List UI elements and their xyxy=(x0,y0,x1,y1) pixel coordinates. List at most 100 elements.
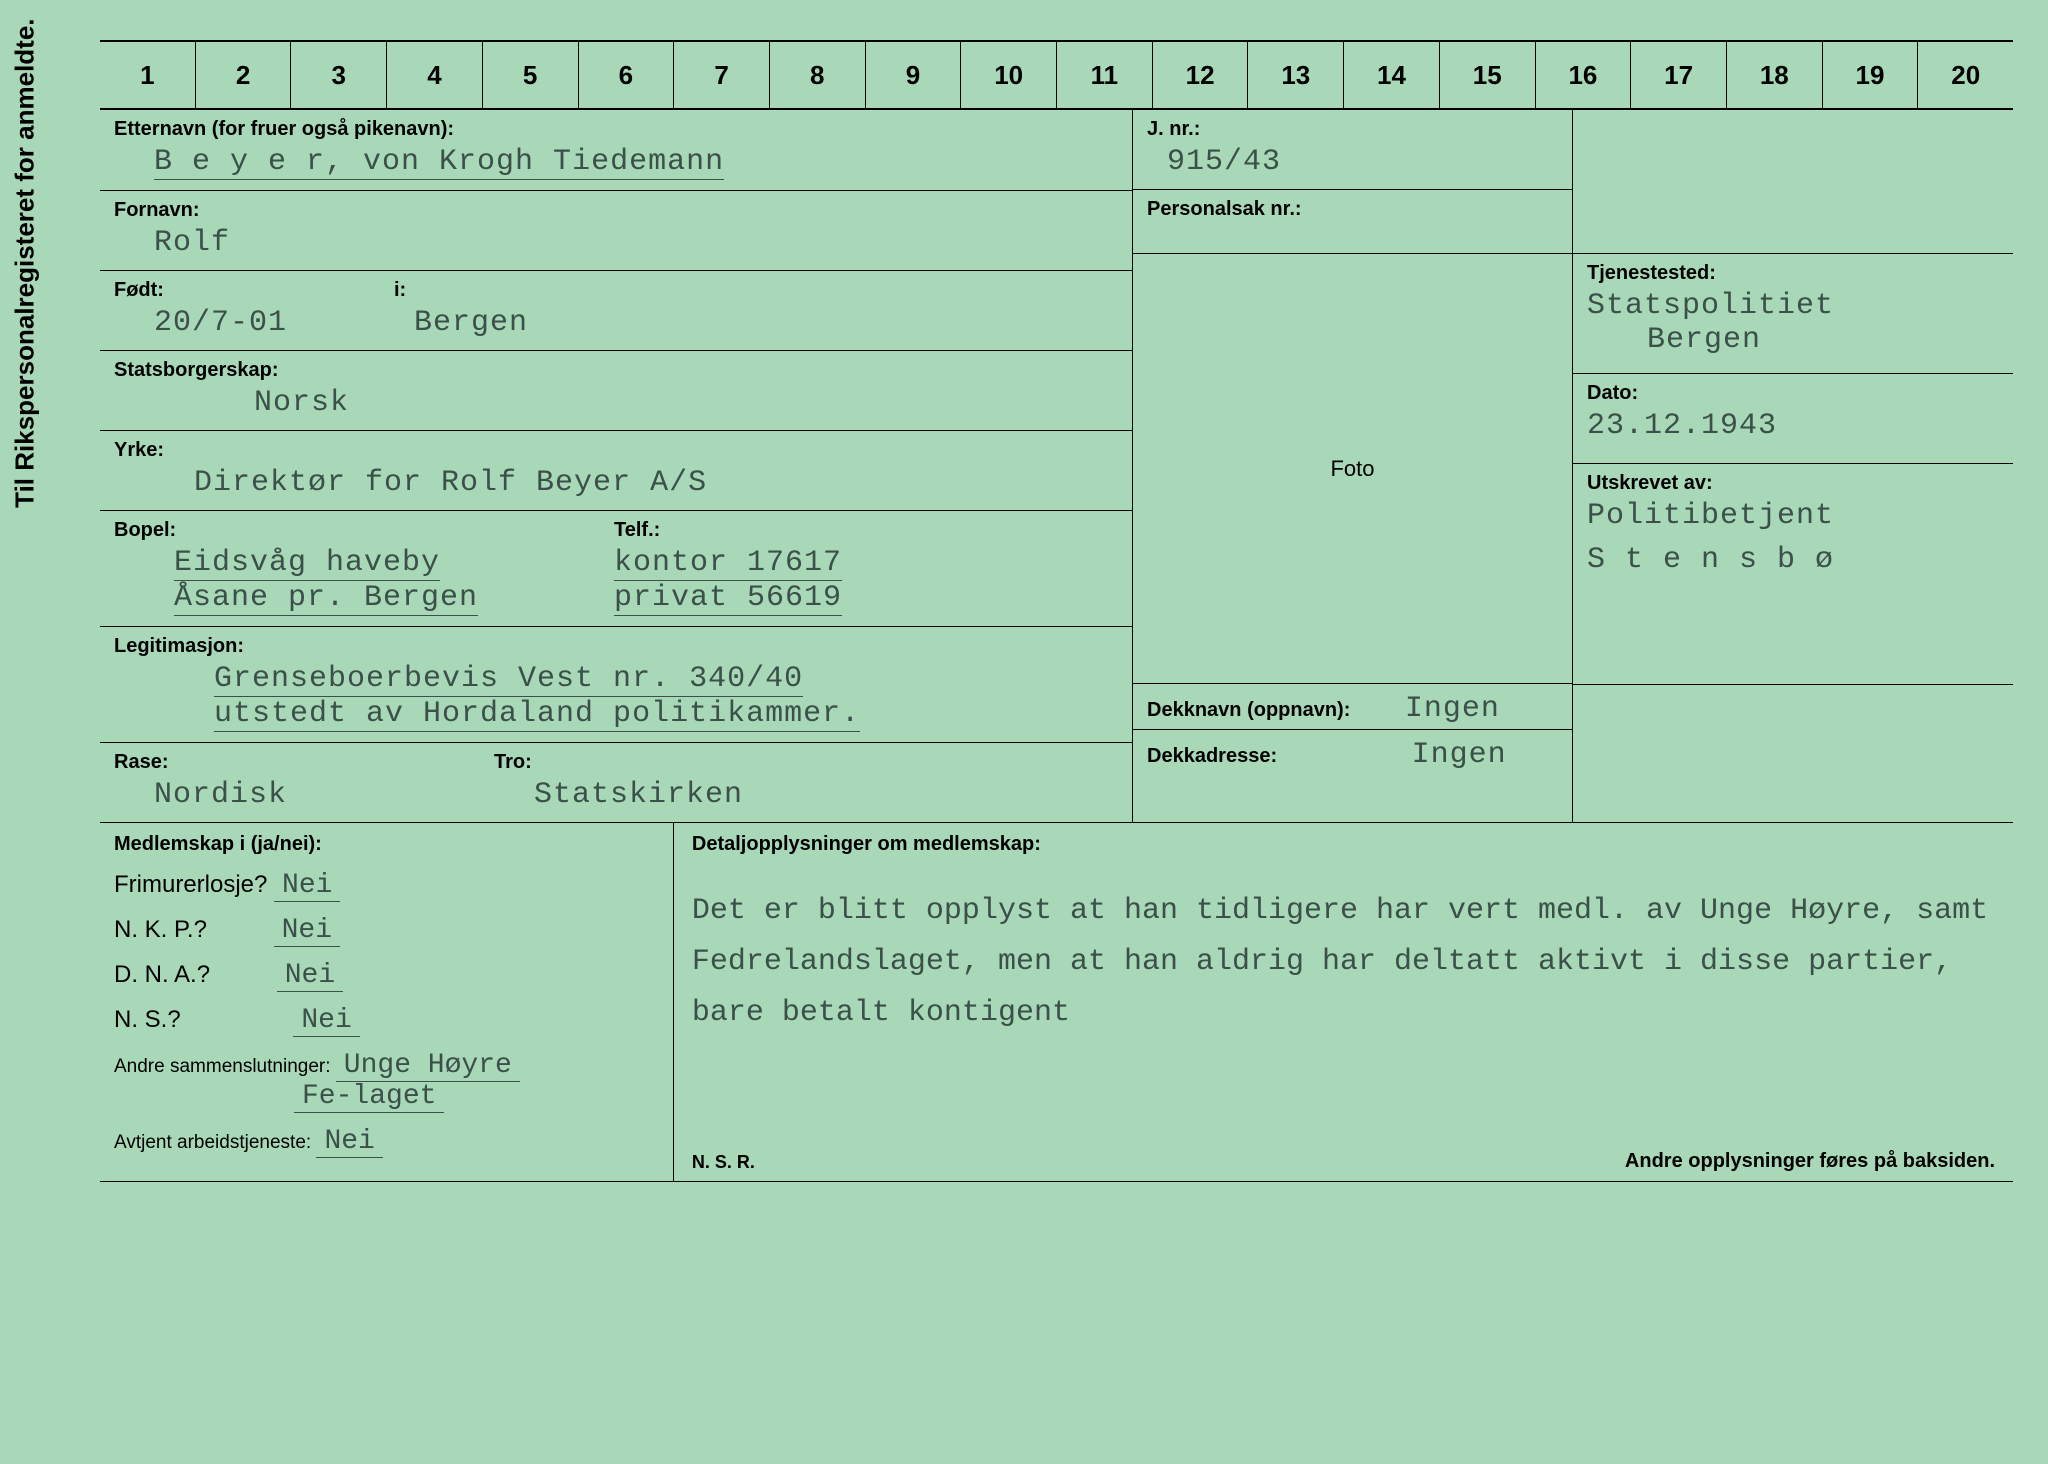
blank-top xyxy=(1573,110,2013,254)
bopel-line2: Åsane pr. Bergen xyxy=(174,581,478,616)
rase-value: Nordisk xyxy=(154,778,287,812)
jnr-label: J. nr.: xyxy=(1147,118,1558,141)
footer-note: Andre opplysninger føres på baksiden. xyxy=(1625,1150,1995,1173)
num-cell: 14 xyxy=(1344,42,1440,108)
number-header-row: 1 2 3 4 5 6 7 8 9 10 11 12 13 14 15 16 1… xyxy=(100,40,2013,110)
personalsak-label: Personalsak nr.: xyxy=(1147,198,1558,221)
telf-label: Telf.: xyxy=(614,519,842,542)
blank-bottom xyxy=(1573,684,2013,770)
avtjent-item: Avtjent arbeidstjeneste: Nei xyxy=(114,1126,659,1157)
num-cell: 19 xyxy=(1823,42,1919,108)
num-cell: 10 xyxy=(961,42,1057,108)
fodt-i-value: Bergen xyxy=(414,306,528,340)
tjenestested-label: Tjenestested: xyxy=(1587,262,1999,285)
telf-line1: kontor 17617 xyxy=(614,546,842,581)
andre-value1: Unge Høyre xyxy=(336,1050,520,1082)
etternavn-field: Etternavn (for fruer også pikenavn): B e… xyxy=(100,110,1132,191)
statsborgerskap-field: Statsborgerskap: Norsk xyxy=(100,351,1132,431)
legitimasjon-line2: utstedt av Hordaland politikammer. xyxy=(214,697,860,732)
ns-item: N. S.? Nei xyxy=(114,1005,659,1036)
tro-label: Tro: xyxy=(494,751,743,774)
frimurer-value: Nei xyxy=(274,870,340,902)
form-body: Etternavn (for fruer også pikenavn): B e… xyxy=(100,110,2013,823)
bopel-line1: Eidsvåg haveby xyxy=(174,546,440,581)
num-cell: 9 xyxy=(866,42,962,108)
dekknavn-value: Ingen xyxy=(1405,692,1500,726)
andre-label: Andre sammenslutninger: xyxy=(114,1056,331,1077)
avtjent-value: Nei xyxy=(316,1126,382,1158)
num-cell: 12 xyxy=(1153,42,1249,108)
fodt-field: Født: 20/7-01 i: Bergen xyxy=(100,271,1132,351)
yrke-value: Direktør for Rolf Beyer A/S xyxy=(194,466,707,500)
legitimasjon-line1: Grenseboerbevis Vest nr. 340/40 xyxy=(214,662,803,697)
dekkadresse-label: Dekkadresse: xyxy=(1147,745,1277,767)
utskrevet-label: Utskrevet av: xyxy=(1587,472,1999,495)
num-cell: 3 xyxy=(291,42,387,108)
side-label: Til Rikspersonalregisteret for anmeldte. xyxy=(10,18,41,507)
foto-box: Foto xyxy=(1133,254,1572,684)
statsborgerskap-value: Norsk xyxy=(254,386,349,420)
mid-column: J. nr.: 915/43 Personalsak nr.: Foto Dek… xyxy=(1133,110,1573,822)
statsborgerskap-label: Statsborgerskap: xyxy=(114,359,1118,382)
nkp-value: Nei xyxy=(274,915,340,947)
etternavn-label: Etternavn (for fruer også pikenavn): xyxy=(114,118,1118,141)
tjenestested-value2: Bergen xyxy=(1647,323,1999,357)
num-cell: 5 xyxy=(483,42,579,108)
num-cell: 11 xyxy=(1057,42,1153,108)
dato-field: Dato: 23.12.1943 xyxy=(1573,374,2013,464)
ns-label: N. S.? xyxy=(114,1006,181,1033)
num-cell: 15 xyxy=(1440,42,1536,108)
utskrevet-value1: Politibetjent xyxy=(1587,499,1999,533)
num-cell: 6 xyxy=(579,42,675,108)
num-cell: 8 xyxy=(770,42,866,108)
details-header: Detaljopplysninger om medlemskap: xyxy=(692,833,1995,856)
dekknavn-label: Dekknavn (oppnavn): xyxy=(1147,699,1350,721)
membership-header: Medlemskap i (ja/nei): xyxy=(114,833,659,856)
dato-value: 23.12.1943 xyxy=(1587,409,1777,443)
avtjent-label: Avtjent arbeidstjeneste: xyxy=(114,1132,311,1153)
frimurer-label: Frimurerlosje? xyxy=(114,871,267,898)
registration-card: Til Rikspersonalregisteret for anmeldte.… xyxy=(35,40,2013,1434)
legitimasjon-field: Legitimasjon: Grenseboerbevis Vest nr. 3… xyxy=(100,627,1132,743)
dato-label: Dato: xyxy=(1587,382,1999,405)
legitimasjon-label: Legitimasjon: xyxy=(114,635,1118,658)
andre-item: Andre sammenslutninger: Unge Høyre Fe-la… xyxy=(114,1050,659,1112)
personalsak-field: Personalsak nr.: xyxy=(1133,190,1572,254)
utskrevet-field: Utskrevet av: Politibetjent S t e n s b … xyxy=(1573,464,2013,684)
nkp-item: N. K. P.? Nei xyxy=(114,915,659,946)
left-column: Etternavn (for fruer også pikenavn): B e… xyxy=(100,110,1133,822)
dna-value: Nei xyxy=(277,960,343,992)
num-cell: 20 xyxy=(1918,42,2013,108)
nsr-label: N. S. R. xyxy=(692,1152,755,1173)
ns-value: Nei xyxy=(293,1005,359,1037)
dna-label: D. N. A.? xyxy=(114,961,210,988)
fodt-label: Født: xyxy=(114,279,374,302)
rase-label: Rase: xyxy=(114,751,494,774)
rase-field: Rase: Nordisk Tro: Statskirken xyxy=(100,743,1132,822)
yrke-field: Yrke: Direktør for Rolf Beyer A/S xyxy=(100,431,1132,511)
num-cell: 13 xyxy=(1248,42,1344,108)
right-column: Tjenestested: Statspolitiet Bergen Dato:… xyxy=(1573,110,2013,822)
yrke-label: Yrke: xyxy=(114,439,1118,462)
num-cell: 7 xyxy=(674,42,770,108)
bopel-field: Bopel: Eidsvåg haveby Åsane pr. Bergen T… xyxy=(100,511,1132,627)
num-cell: 2 xyxy=(196,42,292,108)
jnr-field: J. nr.: 915/43 xyxy=(1133,110,1572,190)
tjenestested-field: Tjenestested: Statspolitiet Bergen xyxy=(1573,254,2013,374)
fornavn-label: Fornavn: xyxy=(114,199,1118,222)
bopel-label: Bopel: xyxy=(114,519,614,542)
nkp-label: N. K. P.? xyxy=(114,916,207,943)
fodt-value: 20/7-01 xyxy=(154,306,287,340)
dekkadresse-field: Dekkadresse: Ingen xyxy=(1133,730,1572,770)
num-cell: 4 xyxy=(387,42,483,108)
membership-section: Medlemskap i (ja/nei): Frimurerlosje? Ne… xyxy=(100,823,2013,1182)
membership-right: Detaljopplysninger om medlemskap: Det er… xyxy=(674,823,2013,1181)
dekknavn-field: Dekknavn (oppnavn): Ingen xyxy=(1133,684,1572,730)
dna-item: D. N. A.? Nei xyxy=(114,960,659,991)
fornavn-field: Fornavn: Rolf xyxy=(100,191,1132,271)
tjenestested-value1: Statspolitiet xyxy=(1587,289,1999,323)
dekkadresse-value: Ingen xyxy=(1412,738,1507,772)
jnr-value: 915/43 xyxy=(1167,145,1281,179)
num-cell: 1 xyxy=(100,42,196,108)
foto-label: Foto xyxy=(1330,456,1374,482)
